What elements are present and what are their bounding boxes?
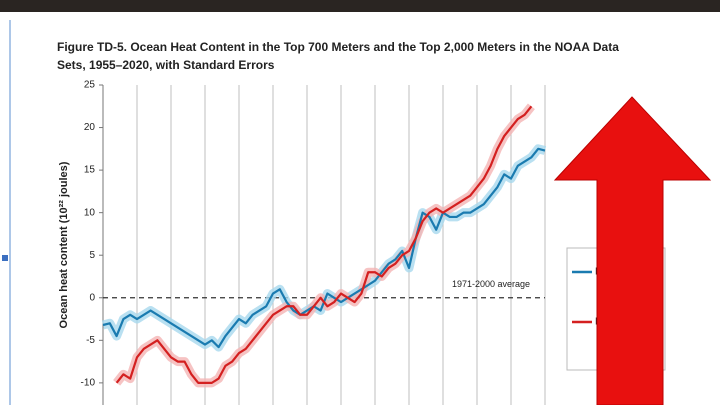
video-strip: [0, 0, 720, 12]
red-arrow: [553, 96, 712, 405]
chart-title: Sets, 1955–2020, with Standard Errors: [57, 58, 275, 72]
y-tick-label: 25: [84, 80, 96, 91]
series-line: [115, 105, 533, 384]
error-band: [113, 103, 535, 388]
y-tick-label: 10: [84, 207, 96, 218]
annotation: 1971-2000 average: [452, 279, 530, 289]
y-tick-label: -5: [86, 335, 95, 346]
y-axis-label: Ocean heat content (10²² joules): [58, 161, 70, 328]
chart-title: Figure TD-5. Ocean Heat Content in the T…: [57, 40, 619, 54]
edge-handle: [2, 255, 8, 261]
y-tick-label: 15: [84, 165, 96, 176]
y-tick-label: 0: [89, 292, 95, 303]
y-tick-label: -10: [81, 378, 96, 389]
y-tick-label: 5: [89, 250, 95, 261]
y-tick-label: 20: [84, 122, 96, 133]
